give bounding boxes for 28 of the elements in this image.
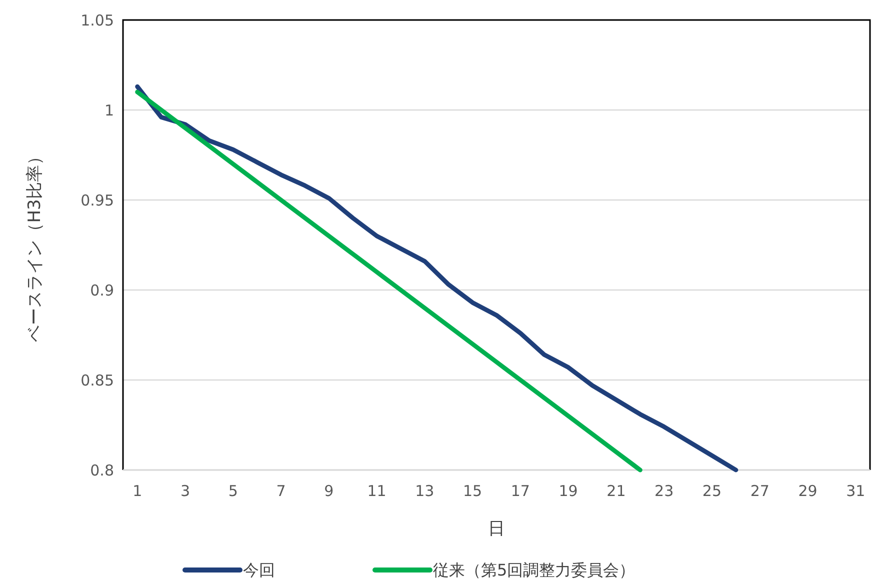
x-tick-label: 9 [324,482,334,500]
x-tick-label: 27 [750,482,770,500]
x-tick-label: 3 [180,482,190,500]
y-tick-label: 1.05 [80,11,114,30]
y-tick-label: 0.9 [90,281,114,300]
x-tick-label: 5 [228,482,238,500]
x-tick-label: 7 [276,482,286,500]
x-tick-label: 31 [846,482,866,500]
y-axis-title: ベースライン（H3比率） [25,148,45,342]
y-tick-label: 0.8 [90,461,114,480]
x-tick-label: 17 [510,482,530,500]
legend-label: 今回 [243,560,275,580]
x-tick-label: 1 [132,482,142,500]
line-series [135,90,642,472]
x-tick-label: 25 [702,482,722,500]
x-tick-label: 15 [463,482,482,500]
y-tick-label: 0.85 [80,371,114,390]
x-axis-title: 日 [488,519,505,539]
y-tick-label: 0.95 [80,191,114,210]
x-tick-label: 11 [367,482,386,500]
x-tick-label: 13 [415,482,434,500]
legend-label: 従来（第5回調整力委員会） [433,560,636,580]
x-tick-label: 19 [558,482,578,500]
x-tick-label: 29 [798,482,818,500]
x-tick-label: 23 [654,482,674,500]
x-tick-label: 21 [606,482,626,500]
y-tick-label: 1 [104,101,114,120]
line-series [135,84,738,472]
